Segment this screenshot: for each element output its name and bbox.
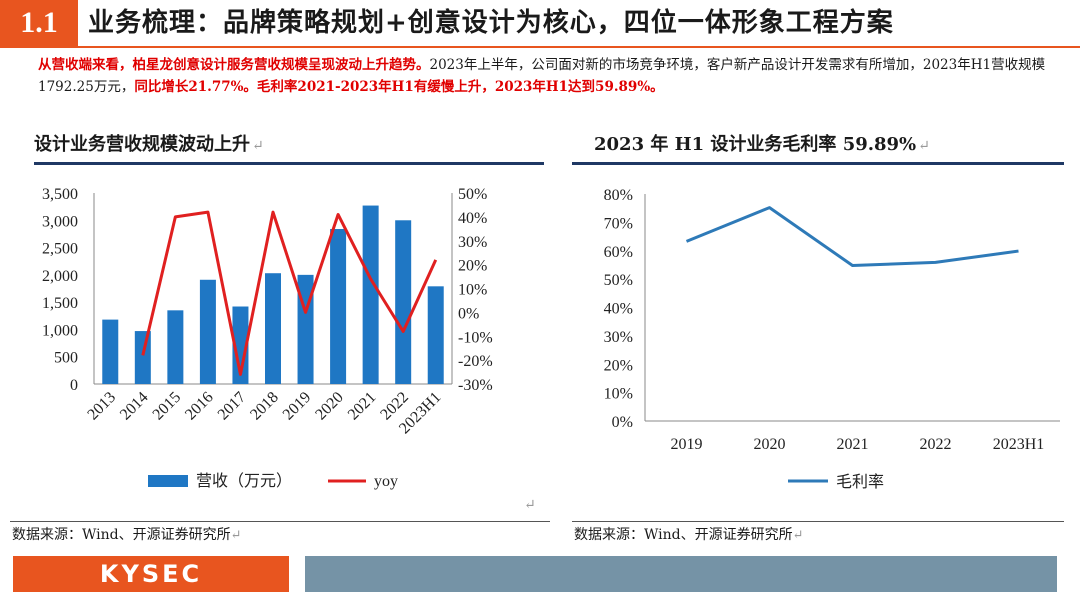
- kysec-logo: KYSEC: [13, 556, 289, 592]
- right-y-tick-label: 20%: [458, 258, 487, 275]
- left-title-rule: [34, 162, 544, 165]
- x-tick-label: 2019: [671, 436, 703, 453]
- x-tick-label: 2016: [182, 389, 217, 424]
- revenue-bar: [395, 220, 412, 384]
- gross-margin-line: [685, 206, 1019, 268]
- left-chart-title-text: 设计业务营收规模波动上升: [34, 134, 250, 155]
- left-y-tick-label: 1,000: [42, 322, 78, 339]
- left-source: 数据来源：Wind、开源证券研究所↵: [12, 524, 242, 546]
- x-tick-label: 2017: [215, 389, 250, 424]
- page-title: 业务梳理：品牌策略规划+创意设计为核心，四位一体形象工程方案: [88, 8, 894, 38]
- y-tick-label: 30%: [604, 329, 633, 346]
- return-icon: ↵: [524, 497, 536, 513]
- x-tick-label: 2021: [345, 389, 380, 424]
- right-y-tick-label: 30%: [458, 234, 487, 251]
- header: 1.1 业务梳理：品牌策略规划+创意设计为核心，四位一体形象工程方案: [0, 0, 1080, 48]
- gross-margin-chart: 0% 10% 20% 30% 40% 50% 60% 70% 80% 2019 2020 2021 20…: [604, 187, 1060, 491]
- y-tick-label: 50%: [604, 272, 633, 289]
- return-icon: ↵: [252, 138, 264, 154]
- y-tick-label: 70%: [604, 215, 633, 232]
- title-underline: [0, 46, 1080, 48]
- return-icon: ↵: [918, 138, 930, 154]
- x-tick-label: 2023H1: [993, 436, 1045, 453]
- revenue-bar: [427, 286, 444, 384]
- revenue-bar: [102, 319, 119, 384]
- revenue-yoy-chart: 0 500 1,000 1,500 2,000 2,500 3,000 3,500 -30% -2…: [42, 186, 493, 490]
- left-chart-title: 设计业务营收规模波动上升 ↵: [34, 130, 264, 160]
- summary-highlight-2: 同比增长21.77%。毛利率2021-2023年H1有缓慢上升，2023年H1达…: [134, 79, 664, 95]
- y-tick-label: 60%: [604, 244, 633, 261]
- y-tick-label: 40%: [604, 301, 633, 318]
- left-y-tick-label: 500: [54, 350, 78, 367]
- legend-yoy-label: yoy: [374, 473, 398, 490]
- x-tick-label: 2020: [754, 436, 786, 453]
- summary-highlight-1: 从营收端来看，柏星龙创意设计服务营收规模呈现波动上升趋势。: [38, 57, 430, 73]
- y-tick-label: 0%: [612, 414, 633, 431]
- summary-text: 从营收端来看，柏星龙创意设计服务营收规模呈现波动上升趋势。2023年上半年，公司…: [38, 54, 1048, 98]
- right-y-tick-label: -30%: [458, 377, 493, 394]
- x-tick-label: 2021: [837, 436, 869, 453]
- x-tick-label: 2019: [280, 389, 315, 424]
- left-y-tick-label: 2,000: [42, 268, 78, 285]
- x-tick-label: 2015: [150, 389, 185, 424]
- revenue-bar: [167, 310, 184, 384]
- left-y-tick-label: 3,500: [42, 186, 78, 203]
- legend-margin-label: 毛利率: [836, 473, 884, 491]
- revenue-bar: [134, 331, 151, 384]
- right-y-tick-label: 0%: [458, 305, 479, 322]
- revenue-bar: [265, 273, 281, 384]
- x-tick-label: 2020: [312, 389, 347, 424]
- y-tick-label: 10%: [604, 386, 633, 403]
- yoy-line: [141, 210, 438, 376]
- return-icon: ↵: [230, 528, 242, 543]
- y-tick-label: 20%: [604, 357, 633, 374]
- right-source-text: 数据来源：Wind、开源证券研究所: [574, 527, 793, 543]
- left-y-tick-label: 3,000: [42, 213, 78, 230]
- right-y-tick-label: 10%: [458, 282, 487, 299]
- left-source-text: 数据来源：Wind、开源证券研究所: [12, 527, 231, 543]
- right-chart-title-text: 2023 年 H1 设计业务毛利率 59.89%: [594, 134, 917, 155]
- revenue-bar: [232, 306, 249, 384]
- revenue-bar: [199, 279, 216, 384]
- x-tick-label: 2022: [920, 436, 952, 453]
- x-tick-label: 2018: [247, 389, 282, 424]
- left-y-tick-label: 1,500: [42, 295, 78, 312]
- footer-bar: [305, 556, 1057, 592]
- right-y-tick-label: -20%: [458, 353, 493, 370]
- section-number: 1.1: [0, 0, 78, 46]
- right-title-rule: [572, 162, 1064, 165]
- right-source: 数据来源：Wind、开源证券研究所↵: [574, 524, 804, 546]
- left-y-tick-label: 0: [70, 377, 78, 394]
- revenue-bar: [330, 229, 347, 384]
- right-y-tick-label: -10%: [458, 329, 493, 346]
- x-tick-label: 2013: [84, 389, 119, 424]
- right-source-rule: [572, 521, 1064, 522]
- y-tick-label: 80%: [604, 187, 633, 204]
- left-y-tick-label: 2,500: [42, 241, 78, 258]
- legend-revenue-label: 营收（万元）: [196, 472, 292, 490]
- left-source-rule: [10, 521, 550, 522]
- right-y-tick-label: 40%: [458, 210, 487, 227]
- summary-body: 2023年上半年，公司面对新的市场竞争环境，客户新产品设计开发需求有所增加，20…: [38, 57, 1046, 95]
- right-y-tick-label: 50%: [458, 186, 487, 203]
- right-chart-title: 2023 年 H1 设计业务毛利率 59.89% ↵: [594, 130, 930, 160]
- x-tick-label: 2014: [117, 389, 152, 424]
- legend-revenue-swatch: [148, 475, 188, 487]
- revenue-bar: [362, 205, 379, 384]
- return-icon: ↵: [792, 528, 804, 543]
